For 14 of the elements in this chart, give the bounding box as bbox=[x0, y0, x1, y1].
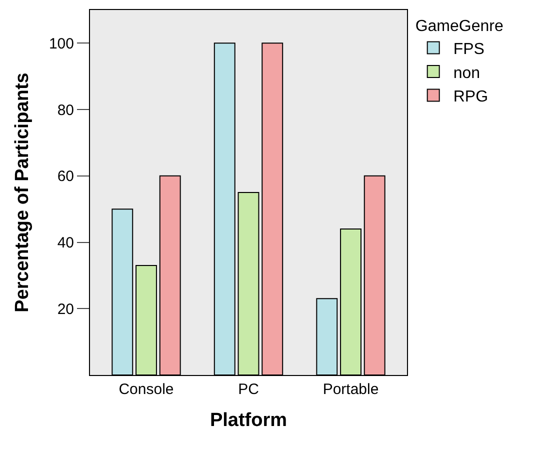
x-tick-label: Console bbox=[118, 381, 174, 398]
y-tick-label: 40 bbox=[57, 234, 74, 252]
legend-label: RPG bbox=[453, 88, 488, 106]
y-tick-label: 20 bbox=[57, 300, 74, 318]
y-tick-label: 100 bbox=[48, 35, 74, 52]
y-tick-label: 80 bbox=[57, 102, 74, 119]
legend-label: non bbox=[453, 64, 480, 82]
y-tick-label: 60 bbox=[57, 168, 74, 186]
x-tick-label: PC bbox=[238, 381, 260, 398]
legend-label: FPS bbox=[453, 40, 484, 58]
legend-title: GameGenre bbox=[415, 18, 504, 35]
x-tick-label: Portable bbox=[322, 381, 379, 398]
y-axis-title: Percentage of Participants bbox=[12, 72, 33, 312]
x-axis-title: Platform bbox=[210, 410, 288, 431]
